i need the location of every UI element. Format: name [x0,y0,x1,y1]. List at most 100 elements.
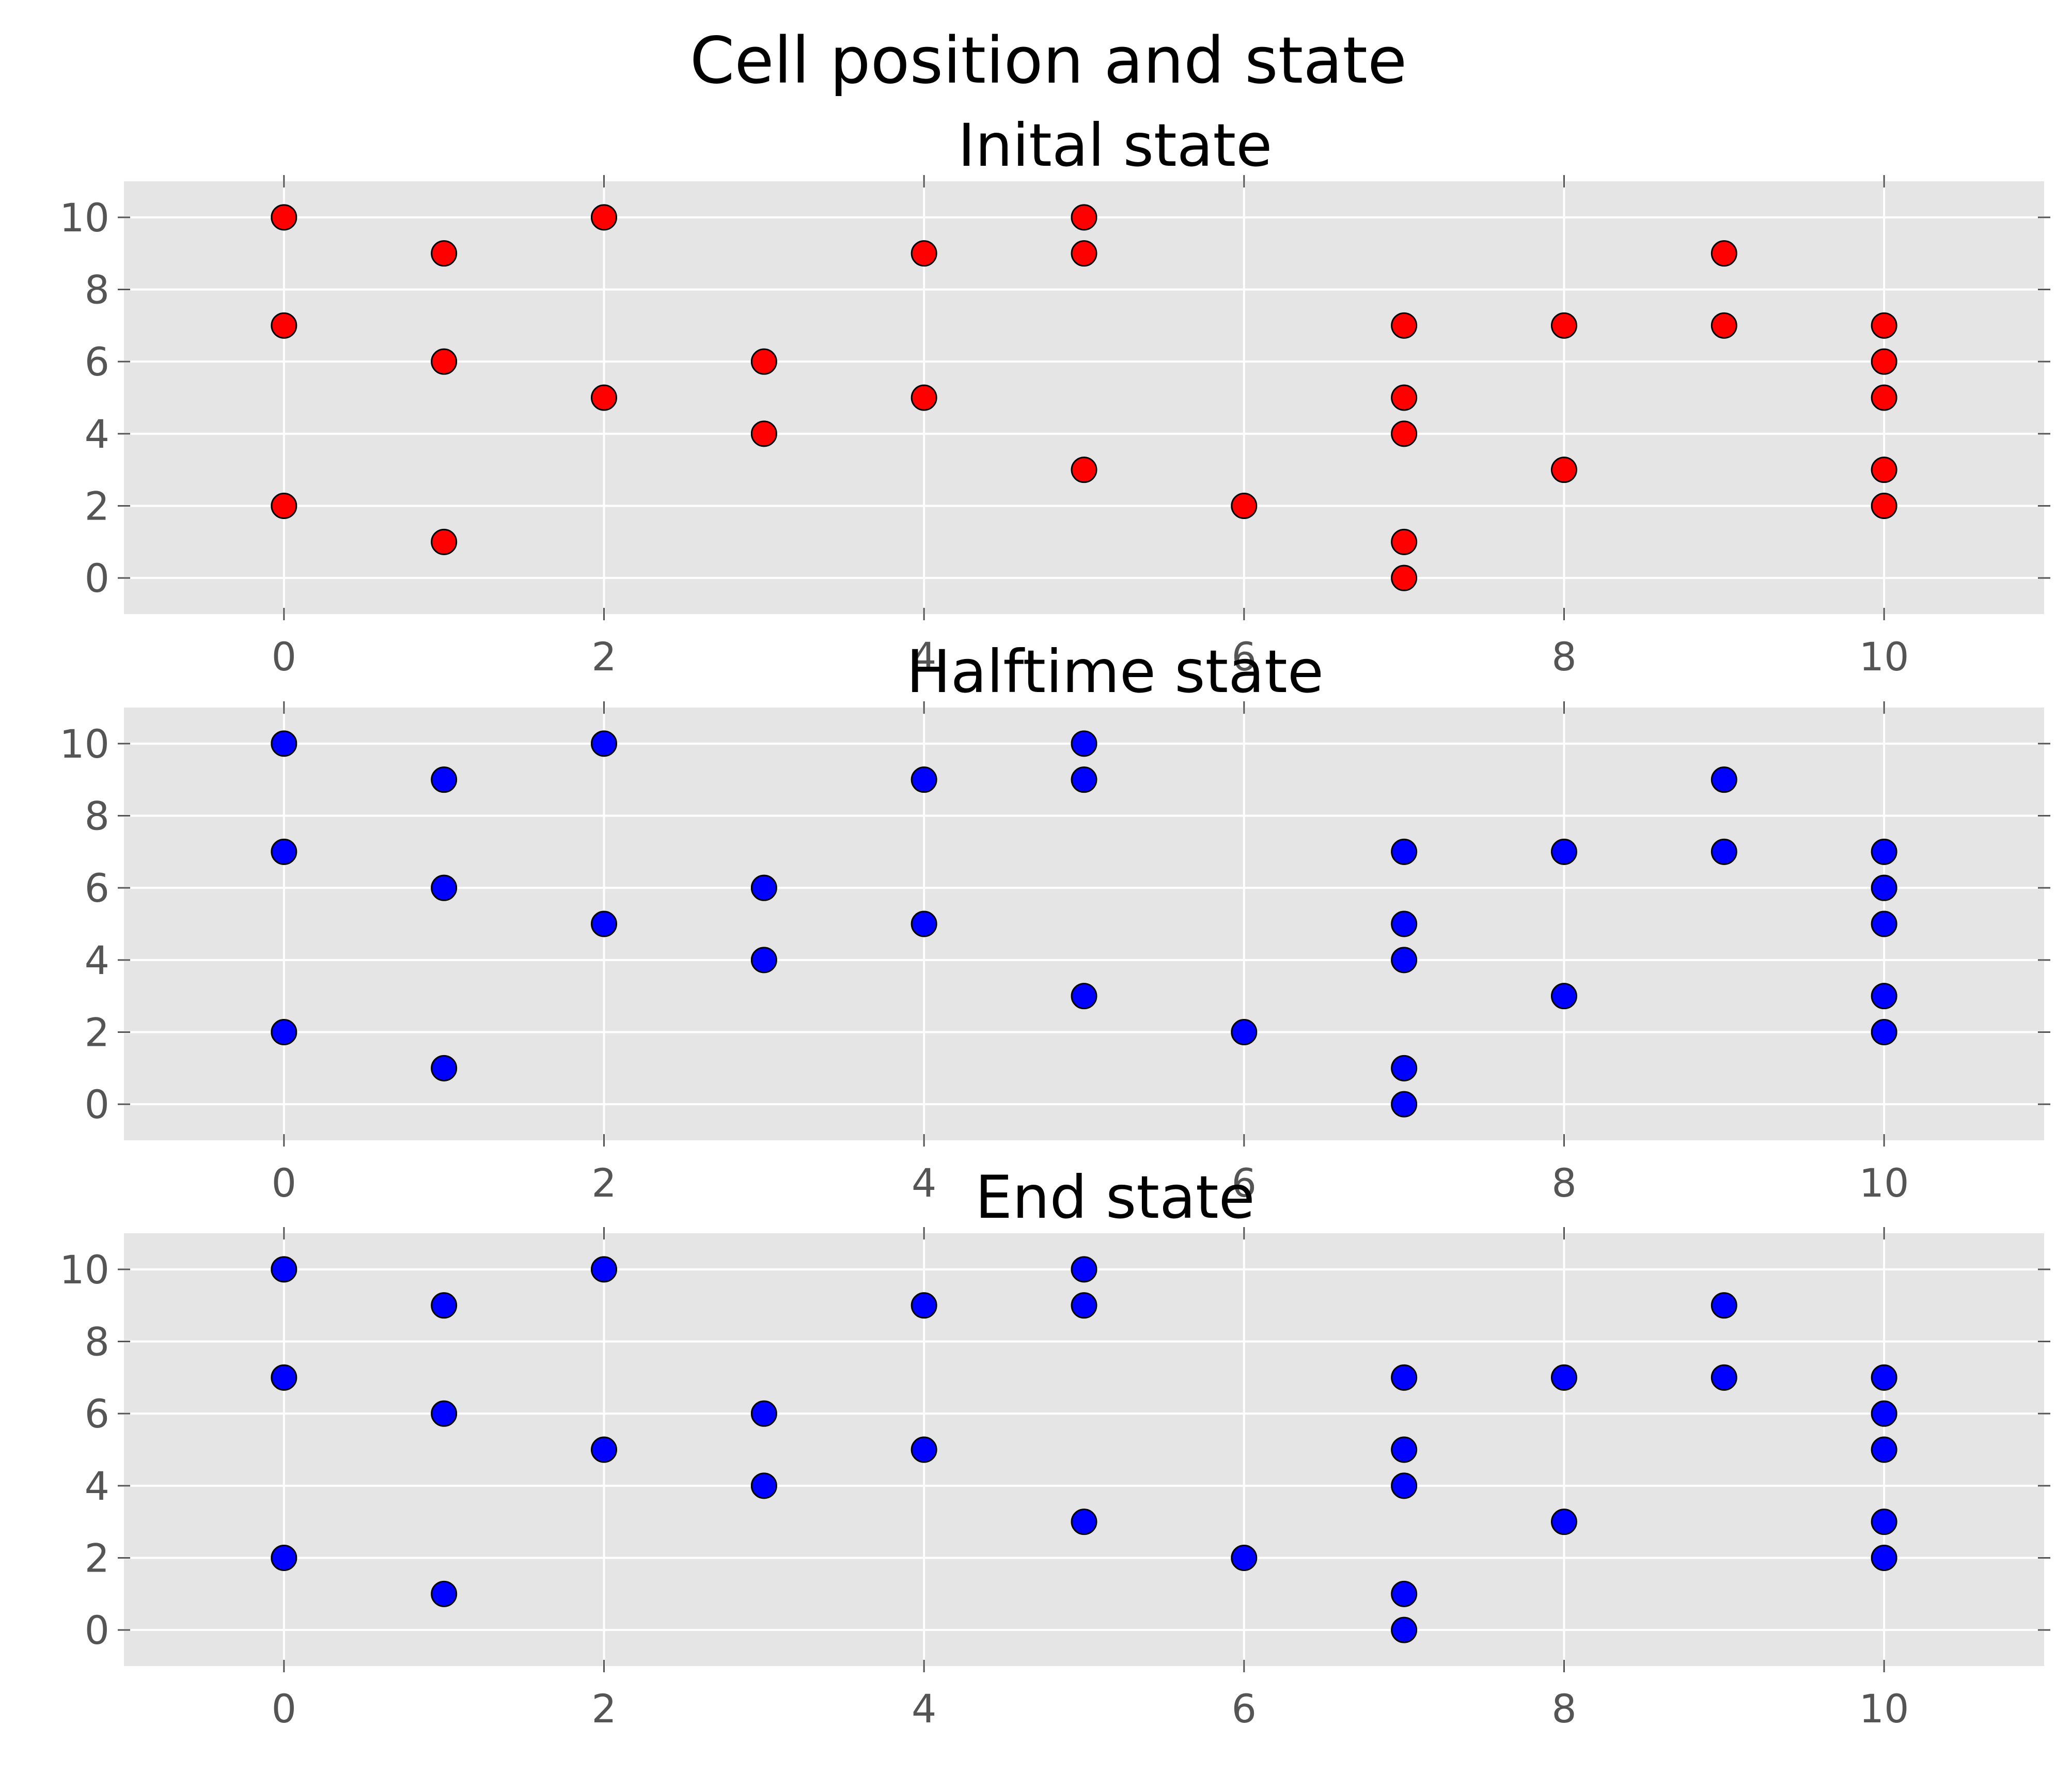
y-tick-label: 10 [59,195,109,241]
data-point [271,1256,297,1283]
data-point [1071,240,1097,267]
data-point [431,1400,458,1427]
data-point [271,730,297,757]
data-point [1871,1436,1897,1463]
data-point [1391,1436,1418,1463]
y-tick-label: 8 [85,267,109,313]
data-point [1071,1292,1097,1319]
data-point [1871,838,1897,865]
data-point [1551,312,1577,339]
data-point [1871,493,1897,519]
x-tick-label: 8 [1551,1686,1576,1732]
data-point [591,204,617,231]
data-point [1391,564,1418,591]
data-point [1871,1400,1897,1427]
data-point [1391,312,1418,339]
data-point [750,947,777,974]
x-tick-label: 6 [1232,1160,1257,1206]
data-point [1710,838,1737,865]
data-point [1871,1364,1897,1391]
data-point [431,766,458,793]
data-point [1071,1256,1097,1283]
data-point [1551,1364,1577,1391]
y-tick-label: 8 [85,1319,109,1365]
data-point [1231,1019,1258,1045]
x-tick-label: 6 [1232,634,1257,680]
x-tick-label: 4 [912,634,936,680]
data-point [431,1580,458,1607]
x-tick-label: 10 [1859,634,1909,680]
data-point [1071,1509,1097,1535]
panel-title: End state [975,1163,1255,1232]
data-point [1551,457,1577,483]
y-tick-label: 2 [85,1535,109,1581]
data-point [1071,983,1097,1010]
y-tick-label: 2 [85,1010,109,1056]
y-tick-label: 8 [85,793,109,839]
x-tick-label: 10 [1859,1160,1909,1206]
figure-title: Cell position and state [690,24,1407,98]
data-point [1871,348,1897,375]
data-point [271,493,297,519]
data-point [431,240,458,267]
data-point [431,348,458,375]
x-tick-label: 4 [912,1686,936,1732]
data-point [1710,766,1737,793]
data-point [1710,1364,1737,1391]
data-point [911,910,937,937]
data-point [1551,838,1577,865]
x-tick-label: 0 [272,1686,296,1732]
data-point [1071,204,1097,231]
data-point [591,1256,617,1283]
data-point [1710,1292,1737,1319]
y-tick-label: 4 [85,937,109,983]
y-tick-label: 10 [59,721,109,767]
data-point [1871,983,1897,1010]
scatter-panel-1: 0 2 4 6 8 10 0 2 4 6 8 10 Inital state [59,111,2050,680]
data-point [1391,1580,1418,1607]
x-tick-label: 10 [1859,1686,1909,1732]
data-point [431,1055,458,1081]
data-point [1871,910,1897,937]
y-tick-label: 0 [85,1081,109,1127]
data-point [1231,493,1258,519]
data-point [1391,1616,1418,1643]
x-tick-label: 8 [1551,634,1576,680]
data-point [1391,1055,1418,1081]
y-tick-label: 2 [85,483,109,529]
data-point [271,204,297,231]
data-point [750,874,777,901]
y-tick-label: 6 [85,1391,109,1437]
x-tick-label: 2 [591,634,616,680]
x-tick-label: 2 [591,1686,616,1732]
x-tick-label: 0 [272,634,296,680]
data-point [1391,528,1418,555]
data-point [1391,420,1418,447]
data-point [1071,457,1097,483]
x-tick-label: 8 [1551,1160,1576,1206]
scatter-panel-2: 0 2 4 6 8 10 0 2 4 6 8 10 Halftime state [59,637,2050,1206]
data-point [1710,312,1737,339]
data-point [1391,384,1418,411]
y-tick-label: 0 [85,555,109,601]
data-point [1231,1545,1258,1571]
data-point [271,312,297,339]
data-point [431,1292,458,1319]
panel-title: Inital state [958,111,1273,180]
data-point [1871,384,1897,411]
data-point [911,766,937,793]
data-point [1710,240,1737,267]
data-point [1871,874,1897,901]
data-point [1391,1472,1418,1499]
data-point [750,348,777,375]
data-point [911,1292,937,1319]
data-point [1391,947,1418,974]
data-point [1391,910,1418,937]
y-tick-label: 4 [85,1463,109,1509]
x-tick-label: 0 [272,1160,296,1206]
data-point [1551,983,1577,1010]
x-tick-label: 6 [1232,1686,1257,1732]
data-point [1871,1509,1897,1535]
data-point [1071,766,1097,793]
